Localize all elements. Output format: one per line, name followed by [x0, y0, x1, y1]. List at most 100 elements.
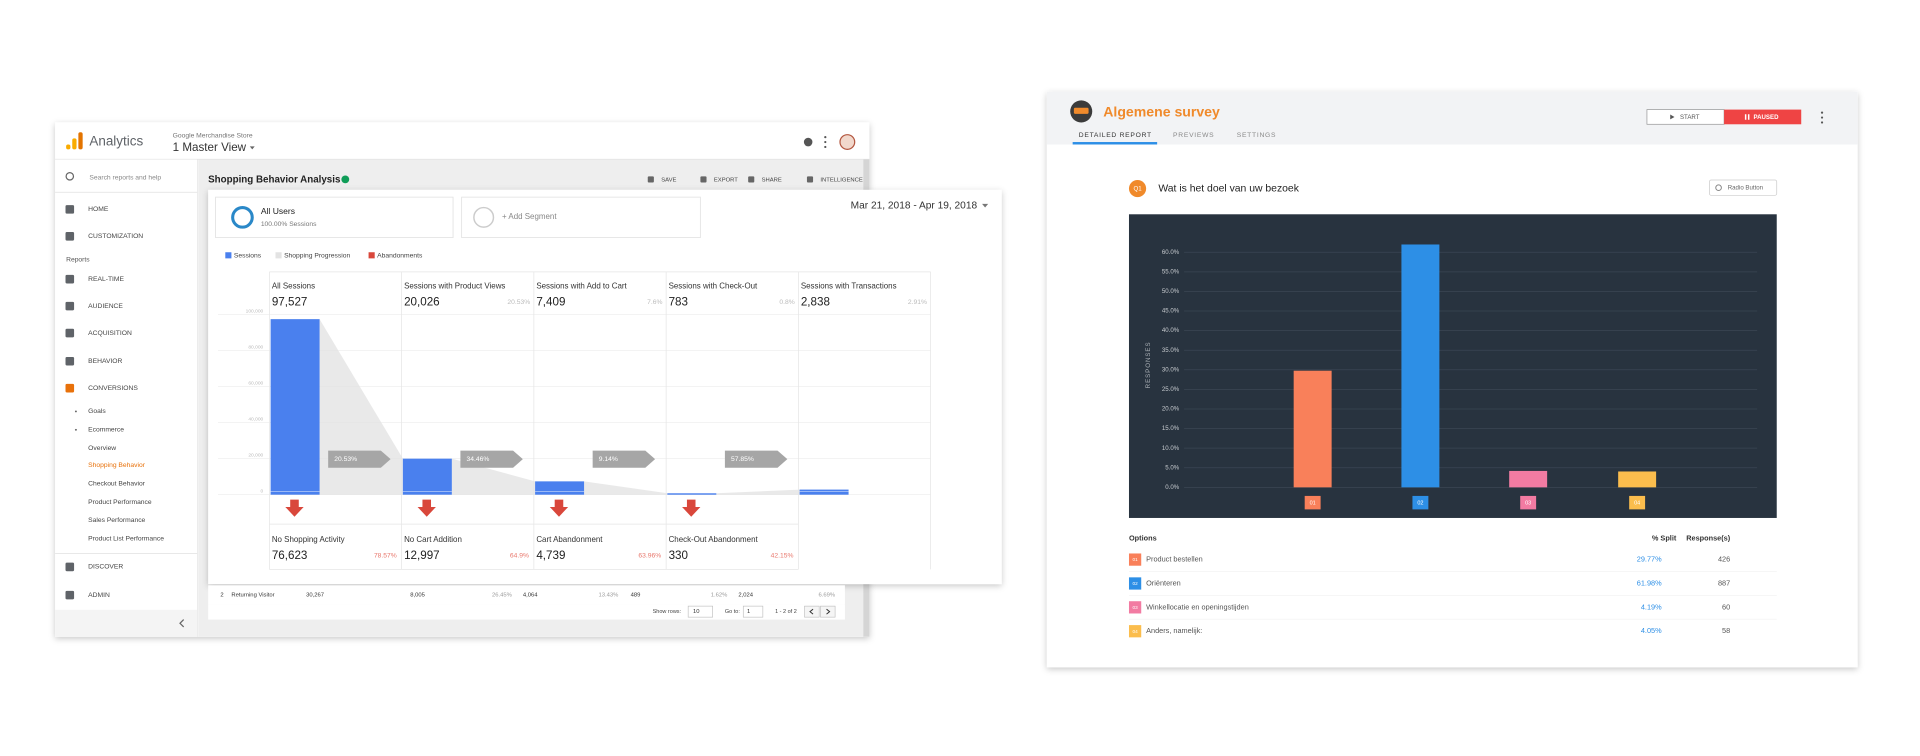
paused-label: PAUSED — [1753, 114, 1779, 121]
segment-box — [215, 196, 454, 238]
play-icon — [1670, 114, 1675, 120]
nav-sub-item[interactable]: Sales Performance — [88, 517, 145, 524]
progression-arrow — [592, 450, 656, 468]
goto-input[interactable] — [742, 605, 764, 618]
nav-icon — [65, 562, 75, 572]
option-chip — [1128, 553, 1142, 566]
logo-bar — [66, 144, 71, 150]
option-responses: 887 — [1718, 578, 1730, 587]
menu-dot — [824, 136, 827, 139]
page-button[interactable] — [820, 605, 836, 618]
nav-item[interactable]: BEHAVIOR — [88, 358, 122, 365]
stage-rate: 20.53% — [507, 299, 530, 306]
x-tick-label: 01 — [1310, 500, 1316, 506]
nav-sub-item[interactable]: Overview — [88, 445, 116, 452]
nav-sub-item[interactable]: Checkout Behavior — [88, 480, 146, 487]
action-icon — [748, 176, 755, 183]
progression-arrow — [328, 450, 391, 468]
y-tick-label: 30.0% — [1162, 366, 1180, 373]
account: Google Merchandise Store — [173, 133, 253, 140]
session-bar — [667, 493, 717, 495]
progression-rate: 34.46% — [467, 456, 490, 463]
option-split: 4.19% — [1641, 602, 1662, 611]
action-button[interactable]: SHARE — [762, 178, 782, 184]
chart-background — [1128, 214, 1777, 518]
legend-swatch — [368, 252, 375, 259]
bullet — [74, 428, 77, 431]
nav-item[interactable]: HOME — [88, 206, 109, 213]
tab[interactable]: SETTINGS — [1237, 132, 1276, 139]
y-tick-label: 50.0% — [1162, 288, 1180, 295]
action-button[interactable]: EXPORT — [714, 178, 738, 184]
goto-value: 1 — [747, 609, 750, 615]
view-selector[interactable]: 1 Master View — [173, 141, 247, 154]
tab[interactable]: PREVIEWS — [1173, 132, 1214, 139]
menu-dot — [824, 145, 827, 149]
nav-item[interactable]: REAL-TIME — [88, 276, 124, 283]
x-tick-label: 02 — [1417, 500, 1423, 506]
menu-dot — [1820, 116, 1824, 119]
table-cell: 2,024 — [738, 593, 753, 599]
stage-rate: 0.8% — [779, 299, 794, 306]
abandon-rate: 63.96% — [638, 553, 661, 560]
nav-item[interactable]: CUSTOMIZATION — [88, 233, 143, 240]
table-cell: 4,064 — [523, 593, 538, 599]
nav-icon — [65, 205, 75, 214]
survey-logo-inner — [1073, 107, 1089, 114]
question-type: Radio Button — [1728, 185, 1763, 192]
nav-sub-item[interactable]: Product Performance — [88, 499, 152, 506]
abandon-name: Check-Out Abandonment — [669, 535, 759, 544]
add-segment[interactable]: + Add Segment — [502, 212, 557, 221]
collapse-arrow[interactable] — [179, 619, 185, 628]
option-name: Anders, namelijk: — [1146, 626, 1202, 635]
start-label: START — [1680, 114, 1700, 121]
nav-item[interactable]: ACQUISITION — [88, 330, 132, 337]
avatar[interactable] — [839, 134, 856, 150]
option-chip-label: 03 — [1133, 605, 1139, 610]
bell-icon[interactable] — [803, 137, 813, 147]
brand: Analytics — [89, 134, 143, 149]
collapse-bar — [55, 609, 198, 637]
nav-item[interactable]: CONVERSIONS — [88, 385, 138, 392]
search-icon — [65, 172, 75, 181]
search-box[interactable]: Search reports and help — [89, 174, 161, 181]
option-chip-label: 04 — [1133, 629, 1139, 634]
stage-value: 97,527 — [272, 296, 308, 309]
nav-sub-item[interactable]: Goals — [88, 408, 106, 415]
nav-item[interactable]: ADMIN — [88, 592, 110, 599]
page-button[interactable] — [804, 605, 820, 618]
verified-icon — [341, 175, 350, 184]
table-cell: 1.62% — [711, 593, 728, 599]
nav-item[interactable]: AUDIENCE — [88, 303, 123, 310]
menu-dot — [1820, 121, 1824, 124]
stage-value: 20,026 — [404, 296, 440, 309]
nav-icon — [65, 356, 75, 366]
abandon-arrow — [682, 499, 701, 517]
option-split: 4.05% — [1641, 626, 1662, 635]
category-chip — [1304, 495, 1321, 510]
nav-sub-item[interactable]: Product List Performance — [88, 536, 164, 543]
nav-sub-item[interactable]: Ecommerce — [88, 427, 124, 434]
tab[interactable]: DETAILED REPORT — [1079, 132, 1152, 139]
paused-button[interactable] — [1724, 109, 1802, 125]
nav-item[interactable]: DISCOVER — [88, 564, 123, 571]
session-bar — [535, 481, 585, 495]
page-arrow — [826, 608, 831, 615]
progression-arrow — [724, 450, 788, 468]
nav-icon — [65, 328, 75, 338]
action-button[interactable]: INTELLIGENCE — [820, 178, 862, 184]
add-segment-box[interactable] — [461, 196, 701, 238]
table-cell: 13.43% — [598, 593, 618, 599]
abandon-arrow — [417, 499, 436, 517]
legend-label: Sessions — [234, 253, 262, 260]
nav-sub-item[interactable]: Shopping Behavior — [88, 462, 146, 469]
abandon-rate: 78.57% — [374, 553, 397, 560]
date-range[interactable]: Mar 21, 2018 - Apr 19, 2018 — [851, 200, 978, 211]
action-button[interactable]: SAVE — [661, 178, 676, 184]
rows-select[interactable] — [687, 605, 713, 618]
page-title: Shopping Behavior Analysis — [208, 175, 341, 186]
abandon-name: Cart Abandonment — [536, 535, 603, 544]
y-tick-label: 80,000 — [248, 344, 263, 350]
stage-rate: 7.6% — [647, 299, 662, 306]
